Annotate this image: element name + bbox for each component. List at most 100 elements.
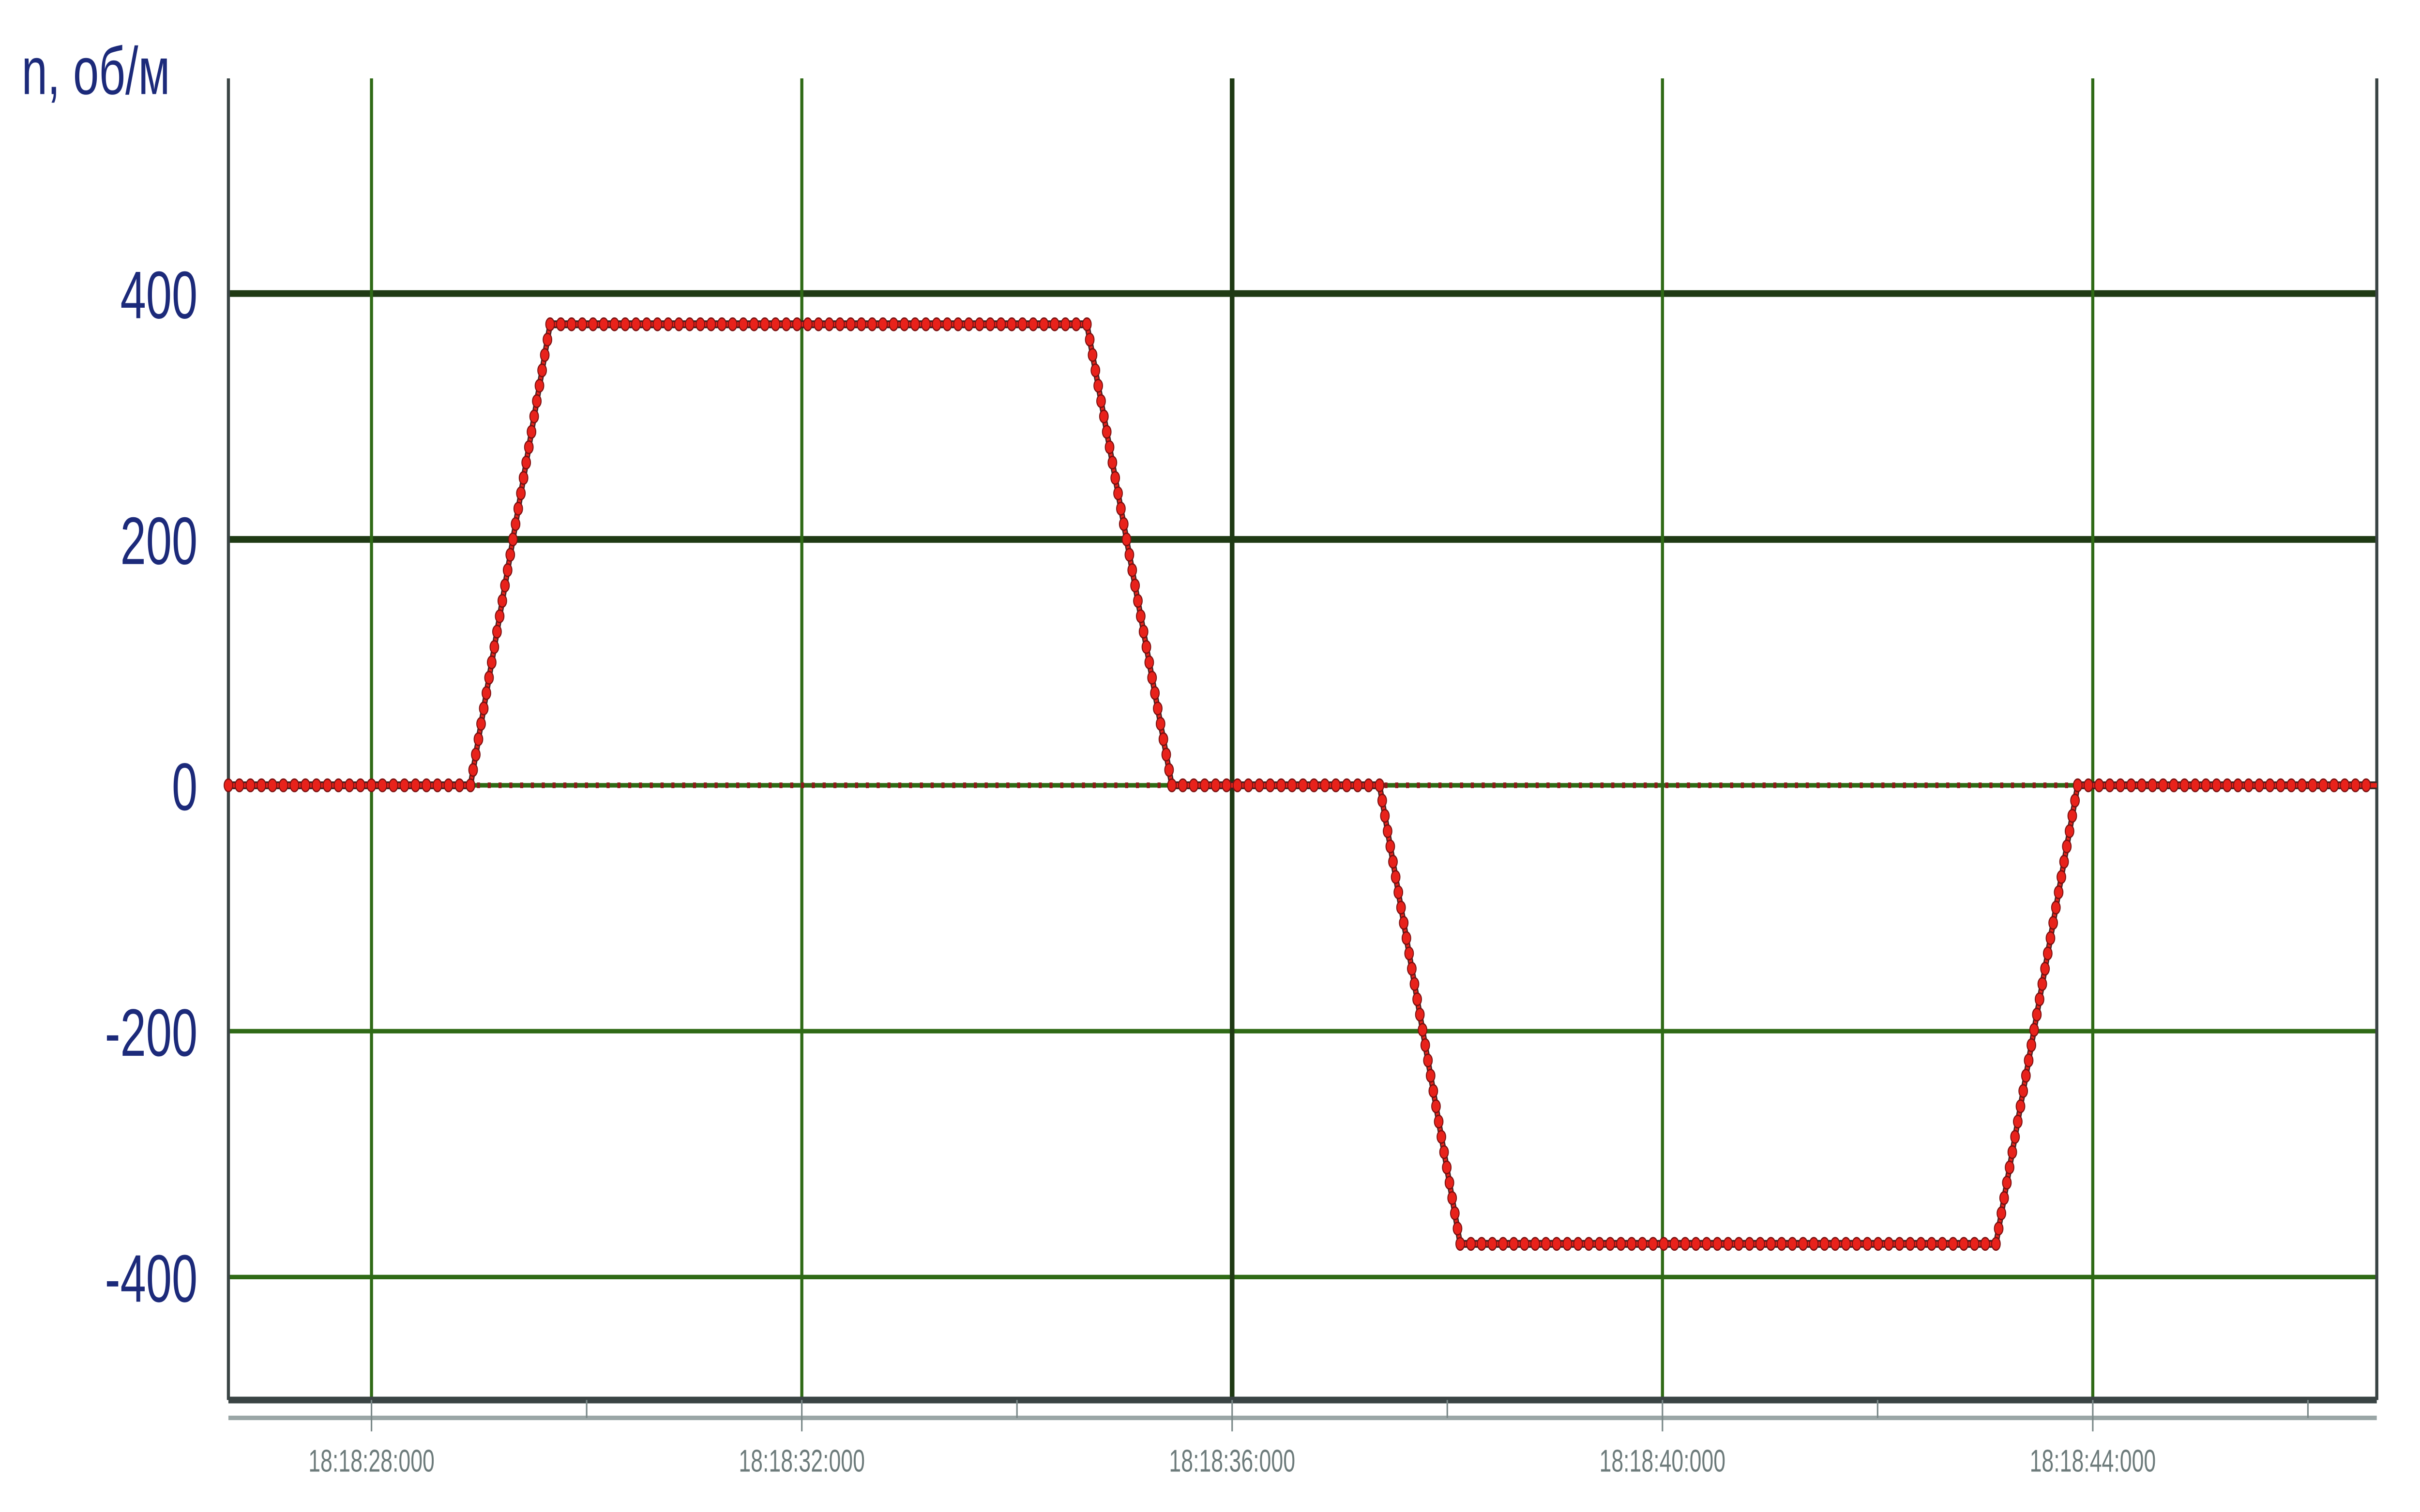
data-point	[1028, 317, 1038, 331]
data-point	[1584, 1237, 1594, 1251]
data-point	[524, 440, 534, 454]
y-tick-label: -200	[105, 996, 197, 1071]
data-point	[1396, 900, 1406, 915]
data-point	[2007, 1145, 2017, 1159]
data-point	[953, 317, 963, 331]
data-point	[1969, 1237, 1980, 1251]
data-point	[471, 748, 481, 762]
data-point	[932, 317, 941, 331]
data-point	[1342, 778, 1352, 793]
data-point	[1927, 1237, 1936, 1251]
data-point	[1991, 1237, 2001, 1251]
data-point	[674, 317, 684, 331]
data-point	[1702, 1237, 1712, 1251]
data-point	[497, 594, 507, 608]
data-point	[642, 317, 652, 331]
data-point	[1994, 1221, 2004, 1236]
data-point	[1905, 1237, 1915, 1251]
data-point	[1099, 409, 1109, 424]
x-tick-label: 18:18:32:000	[739, 1443, 865, 1478]
data-point	[1178, 778, 1188, 793]
data-point	[1090, 363, 1101, 377]
data-point	[1107, 455, 1118, 470]
data-point	[1138, 625, 1149, 639]
data-point	[588, 317, 598, 331]
data-point	[1519, 1237, 1529, 1251]
data-point	[942, 317, 953, 331]
data-point	[803, 317, 813, 331]
data-point	[792, 317, 802, 331]
data-point	[2010, 1130, 2020, 1144]
data-point	[1980, 1237, 1990, 1251]
x-tick-label: 18:18:40:000	[1600, 1443, 1726, 1478]
data-point	[738, 317, 748, 331]
data-point	[2048, 916, 2058, 930]
data-point	[1787, 1237, 1798, 1251]
data-point	[2148, 778, 2158, 793]
data-point	[1573, 1237, 1583, 1251]
data-point	[1637, 1237, 1648, 1251]
data-point	[1121, 532, 1132, 547]
x-tick-label: 18:18:36:000	[1169, 1443, 1295, 1478]
data-point	[532, 394, 542, 408]
data-point	[2137, 778, 2147, 793]
data-point	[543, 332, 552, 347]
data-point	[257, 778, 267, 793]
data-point	[1498, 1237, 1508, 1251]
data-point	[2254, 778, 2264, 793]
data-point	[301, 778, 310, 793]
data-point	[1659, 1237, 1669, 1251]
data-point	[1948, 1237, 1958, 1251]
data-point	[974, 317, 984, 331]
data-point	[1873, 1237, 1883, 1251]
data-point	[1007, 317, 1017, 331]
data-point	[1158, 732, 1168, 747]
data-point	[234, 778, 244, 793]
data-point	[245, 778, 256, 793]
data-point	[2029, 1023, 2039, 1037]
data-point	[1841, 1237, 1851, 1251]
data-point	[1071, 317, 1081, 331]
data-point	[311, 778, 321, 793]
data-point	[2032, 1007, 2042, 1022]
data-point	[1437, 1130, 1446, 1144]
data-point	[2190, 778, 2200, 793]
data-point	[2037, 977, 2047, 991]
data-point	[289, 778, 300, 793]
data-point	[878, 317, 888, 331]
data-point	[1562, 1237, 1573, 1251]
data-point	[508, 532, 518, 547]
data-point	[2062, 839, 2072, 853]
plot-frame	[227, 78, 2378, 1421]
x-tick-label: 18:18:28:000	[308, 1443, 435, 1478]
data-point	[2065, 824, 2074, 838]
data-point	[696, 317, 705, 331]
data-point	[1164, 763, 1174, 777]
data-point	[2057, 870, 2066, 884]
data-point	[781, 317, 791, 331]
data-point	[910, 317, 920, 331]
data-point	[2169, 778, 2179, 793]
data-point	[487, 655, 497, 670]
data-point	[492, 625, 502, 639]
data-point	[521, 455, 531, 470]
data-point	[2040, 961, 2050, 976]
data-point	[1060, 317, 1071, 331]
data-point	[1124, 548, 1134, 562]
data-point	[1766, 1237, 1776, 1251]
data-point	[620, 317, 630, 331]
data-point	[1425, 1068, 1436, 1083]
data-point	[1265, 778, 1275, 793]
data-point	[1276, 778, 1286, 793]
data-point	[1102, 425, 1112, 439]
data-point	[1734, 1237, 1744, 1251]
data-point	[1605, 1237, 1615, 1251]
data-point	[1450, 1206, 1460, 1220]
data-point	[1530, 1237, 1540, 1251]
data-point	[1444, 1176, 1454, 1190]
data-point	[2276, 778, 2285, 793]
data-point	[2244, 778, 2254, 793]
data-point	[1309, 778, 1319, 793]
data-point	[1916, 1237, 1926, 1251]
data-point	[2318, 778, 2329, 793]
